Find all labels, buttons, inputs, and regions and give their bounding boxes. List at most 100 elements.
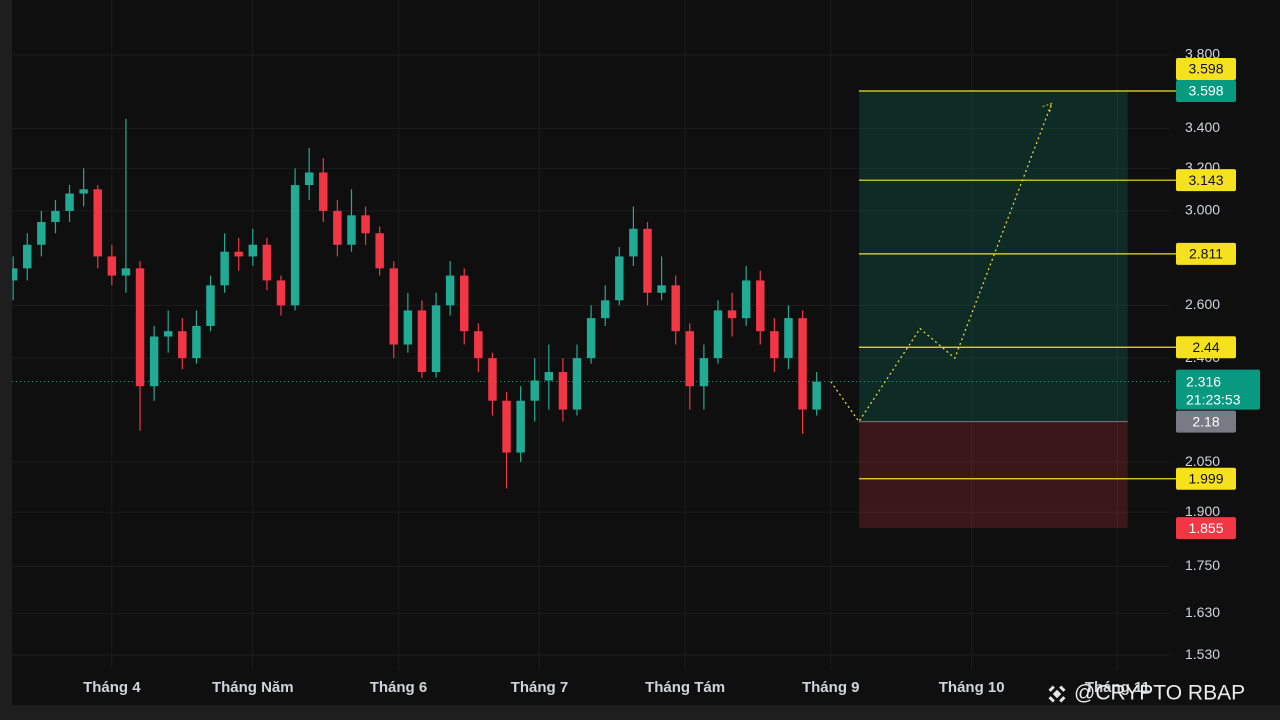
- candle-body: [375, 233, 384, 269]
- y-tick-label: 1.750: [1185, 557, 1220, 573]
- candle-body: [333, 210, 342, 245]
- candle-body: [361, 215, 370, 234]
- candle-body: [474, 331, 483, 359]
- countdown: 21:23:53: [1186, 391, 1241, 407]
- candle-body: [530, 380, 539, 401]
- x-tick-label: Tháng 6: [370, 679, 428, 696]
- candle-body: [770, 331, 779, 359]
- level-tag-box: [1176, 467, 1236, 490]
- x-tick-label: Tháng Năm: [212, 679, 294, 696]
- candle-body: [51, 210, 60, 222]
- watermark-text: @CRYPTO RBAP: [1074, 682, 1245, 705]
- candle-body: [685, 331, 695, 387]
- watermark: @CRYPTO RBAP: [1048, 682, 1245, 705]
- candle-body: [812, 381, 821, 410]
- candle-body: [389, 268, 398, 345]
- y-tick-label: 3.800: [1185, 46, 1220, 62]
- x-tick-label: Tháng 9: [802, 679, 860, 696]
- candle-body: [572, 358, 582, 410]
- candle-body: [629, 228, 638, 257]
- level-tag: 2.811: [1189, 246, 1223, 262]
- candle-body: [544, 372, 554, 381]
- candle-body: [8, 268, 18, 281]
- x-tick-label: Tháng 10: [939, 679, 1005, 696]
- candle-body: [516, 400, 525, 453]
- candle-body: [262, 244, 272, 281]
- entry-tag-box: [1176, 410, 1236, 433]
- candle-body: [558, 372, 568, 410]
- stop-zone: [858, 421, 1128, 529]
- candle-body: [445, 275, 455, 306]
- axis: 3.8003.4003.2003.0002.6002.4002.0501.900…: [83, 46, 1260, 696]
- candle-body: [23, 244, 32, 269]
- grid: [12, 0, 1170, 670]
- candle-body: [93, 189, 102, 257]
- stop-tag: 1.855: [1188, 520, 1223, 536]
- candle-body: [615, 256, 624, 301]
- y-tick-label: 3.400: [1185, 119, 1220, 135]
- entry-tag: 2.18: [1192, 413, 1219, 429]
- candle-body: [347, 215, 356, 245]
- projection-path: [830, 103, 1053, 423]
- level-tag-box: [1176, 242, 1236, 265]
- level-tag-box: [1176, 57, 1236, 80]
- level-tag: 1.999: [1188, 470, 1223, 486]
- candle-body: [135, 268, 145, 387]
- plot: [8, 90, 1176, 529]
- candle-body: [304, 172, 314, 186]
- candle-body: [431, 305, 441, 373]
- x-tick-label: Tháng 7: [511, 679, 569, 696]
- frame-left: [0, 0, 12, 720]
- candle-body: [727, 310, 737, 319]
- candle-body: [643, 228, 652, 293]
- candle-body: [784, 318, 793, 359]
- level-tag: 2.44: [1192, 339, 1219, 355]
- level-tag-box: [1176, 169, 1236, 192]
- y-tick-label: 1.630: [1185, 604, 1220, 620]
- candle-body: [741, 280, 751, 319]
- candle-body: [79, 189, 88, 194]
- candle-body: [699, 358, 709, 387]
- y-tick-label: 1.900: [1185, 503, 1220, 519]
- last-price-box: [1176, 369, 1260, 410]
- candle-body: [163, 331, 173, 337]
- candle-body: [220, 251, 229, 286]
- level-tag: 3.598: [1188, 61, 1223, 77]
- candle-body: [248, 244, 258, 257]
- candle-body: [65, 193, 74, 211]
- candle-body: [713, 310, 723, 359]
- candle-body: [276, 280, 286, 306]
- projection-arrow: [1042, 102, 1053, 113]
- candle-body: [37, 221, 46, 245]
- y-tick-label: 3.000: [1185, 202, 1220, 218]
- level-tag-box: [1176, 336, 1236, 359]
- target-tag-box: [1176, 79, 1236, 102]
- x-tick-label: Tháng 11: [1085, 679, 1150, 696]
- target-zone: [858, 90, 1128, 422]
- candle-body: [488, 358, 497, 401]
- y-tick-label: 1.530: [1185, 646, 1220, 662]
- candle-body: [671, 285, 680, 332]
- candle-body: [234, 251, 243, 257]
- candle-body: [149, 336, 159, 387]
- candle-body: [756, 280, 765, 332]
- candle-body: [319, 172, 328, 211]
- candle-body: [600, 300, 610, 319]
- y-tick-label: 2.050: [1185, 453, 1220, 469]
- candle-body: [403, 310, 413, 345]
- candle-body: [417, 310, 427, 373]
- chart-background: [12, 0, 1280, 705]
- candle-body: [206, 285, 215, 326]
- stop-tag-box: [1176, 517, 1236, 540]
- candle-body: [107, 256, 117, 276]
- candle-body: [290, 185, 300, 306]
- last-price: 2.316: [1186, 373, 1221, 389]
- candle-body: [586, 318, 596, 359]
- x-tick-label: Tháng Tám: [645, 679, 725, 696]
- candle-body: [121, 268, 131, 276]
- candle-body: [502, 400, 511, 453]
- candle-body: [460, 275, 469, 332]
- y-tick-label: 2.600: [1185, 296, 1220, 312]
- level-tag: 3.143: [1188, 172, 1223, 188]
